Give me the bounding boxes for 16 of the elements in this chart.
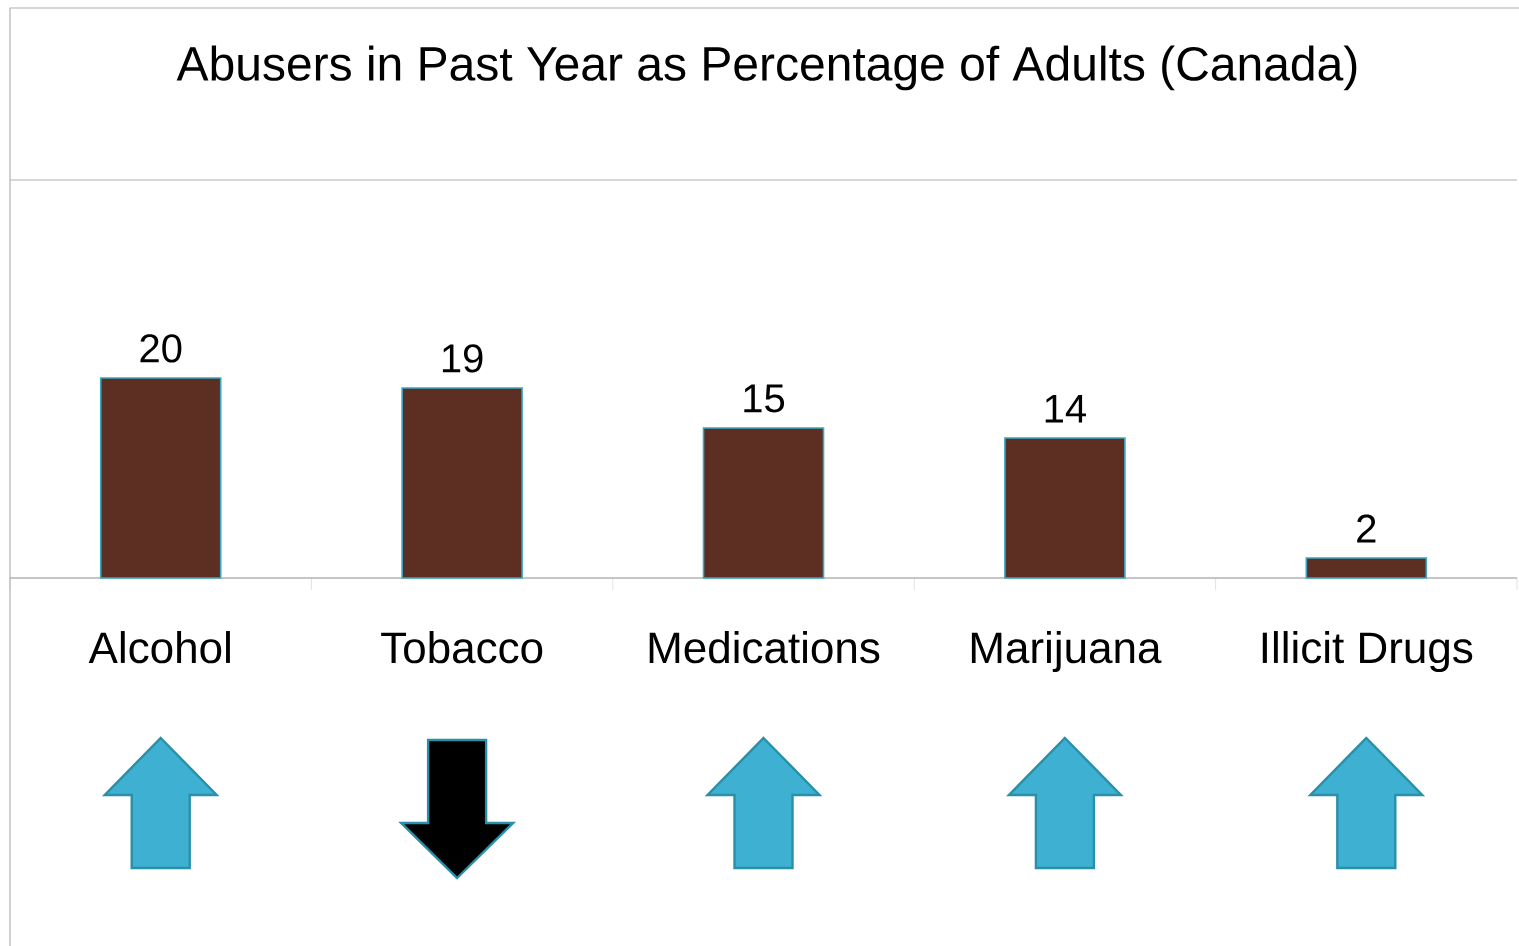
data-label: 2 xyxy=(1357,514,1376,543)
bar xyxy=(1305,557,1428,579)
chart-title: Abusers in Past Year as Percentage of Adults (Canada) xyxy=(176,45,1357,91)
x-tick-label: Marijuana xyxy=(971,631,1162,673)
data-label: 19 xyxy=(442,344,483,373)
bar xyxy=(1004,437,1126,579)
x-tick-label: Tobacco xyxy=(381,631,543,664)
bar xyxy=(99,377,222,579)
data-label: 15 xyxy=(744,384,785,413)
data-label: 14 xyxy=(1045,395,1086,423)
bar xyxy=(401,387,523,579)
data-label: 20 xyxy=(140,334,182,363)
x-tick-label: Medications xyxy=(649,631,880,664)
bar xyxy=(702,427,825,579)
x-tick-label: Illicit Drugs xyxy=(1262,631,1473,673)
x-tick-label: Alcohol xyxy=(88,631,230,664)
